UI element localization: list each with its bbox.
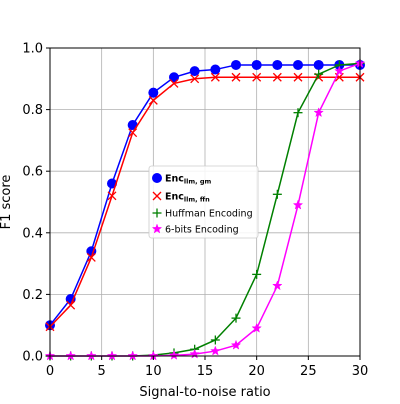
legend-entry: Encllm, ffn [152, 191, 210, 204]
data-point [313, 107, 324, 118]
x-tick-label: 5 [98, 364, 106, 379]
data-point [86, 252, 96, 262]
data-point [66, 300, 76, 310]
y-tick-label: 0.4 [22, 226, 43, 241]
y-tick-label: 0.0 [22, 350, 43, 365]
data-point [252, 269, 262, 279]
legend-marker [152, 208, 162, 218]
data-point [251, 322, 262, 333]
legend-label: 6-bits Encoding [165, 225, 239, 236]
legend-label: Encllm, ffn [165, 192, 210, 204]
legend-label: Huffman Encoding [165, 209, 253, 220]
legend-marker [152, 173, 162, 183]
legend-label: Encllm, gm [165, 174, 212, 186]
series-line [49, 64, 360, 326]
data-point [107, 191, 117, 201]
data-point [293, 59, 303, 70]
x-tick-label: 0 [46, 364, 54, 379]
series-1 [45, 72, 365, 332]
y-tick-label: 1.0 [22, 42, 43, 57]
data-point [272, 72, 282, 82]
legend-entry: Encllm, gm [152, 173, 212, 186]
data-point [231, 313, 241, 323]
data-point [148, 95, 158, 105]
y-axis-label: F1 score [0, 175, 14, 230]
data-point [272, 59, 283, 70]
data-point [230, 339, 242, 350]
data-point [169, 78, 179, 88]
x-tick-label: 30 [352, 364, 369, 379]
data-point [292, 199, 304, 210]
y-tick-label: 0.6 [22, 165, 43, 180]
data-point [251, 59, 262, 70]
legend: Encllm, gm Encllm, ffn Huffman Encoding 6-b… [148, 165, 259, 239]
x-axis-label: Signal-to-noise ratio [139, 385, 270, 400]
x-tick-label: 25 [300, 364, 317, 379]
x-tick-label: 15 [197, 364, 214, 379]
data-point [293, 108, 303, 118]
data-point [148, 87, 159, 98]
legend-marker [152, 191, 162, 201]
data-point [272, 189, 282, 199]
data-point [210, 345, 221, 356]
data-point [210, 72, 220, 82]
data-point [252, 72, 262, 82]
data-point [210, 64, 221, 75]
data-point [210, 335, 220, 345]
data-point [168, 349, 180, 360]
x-tick-label: 20 [248, 364, 265, 379]
legend-marker [151, 223, 163, 234]
y-tick-label: 0.2 [22, 288, 43, 303]
data-point [128, 128, 138, 138]
data-point [334, 65, 345, 76]
legend-box [148, 165, 259, 239]
legend-entry: Huffman Encoding [152, 208, 253, 220]
data-point [190, 74, 200, 84]
data-point [272, 280, 283, 291]
data-point [313, 59, 324, 70]
ticks: 0 5 10 15 20 25 30 0.0 0.2 0.4 0.6 0.8 1.0 [22, 42, 368, 380]
data-point [169, 72, 179, 83]
data-point [231, 59, 241, 70]
legend-entry: 6-bits Encoding [151, 223, 239, 236]
data-point [293, 72, 303, 82]
x-tick-label: 10 [145, 364, 162, 379]
data-point [231, 72, 241, 82]
data-point [314, 69, 324, 79]
data-point [189, 66, 200, 77]
y-tick-label: 0.8 [22, 103, 43, 118]
series-line [49, 76, 360, 328]
